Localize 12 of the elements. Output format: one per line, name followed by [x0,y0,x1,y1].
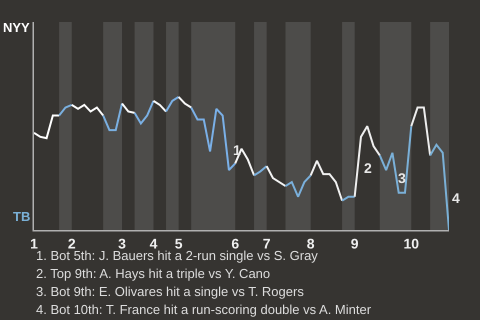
text: TB [13,209,30,224]
annotation: 1 [233,142,241,158]
text: 2. Top 9th: A. Hays hit a triple vs Y. Cano [36,266,270,281]
x-tick-label: 1 [30,235,38,252]
text: 4 [452,190,460,206]
x-tick-label: 10 [403,235,420,252]
text: 4. Bot 10th: T. France hit a run-scoring double vs A. Minter [36,302,372,317]
text: NYY [3,20,30,35]
annotation: 2 [364,160,372,176]
annotation: 3 [398,170,406,186]
text: 3. Bot 9th: E. Olivares hit a single vs T. Rogers [36,284,304,299]
x-tick-label: 9 [350,235,359,252]
